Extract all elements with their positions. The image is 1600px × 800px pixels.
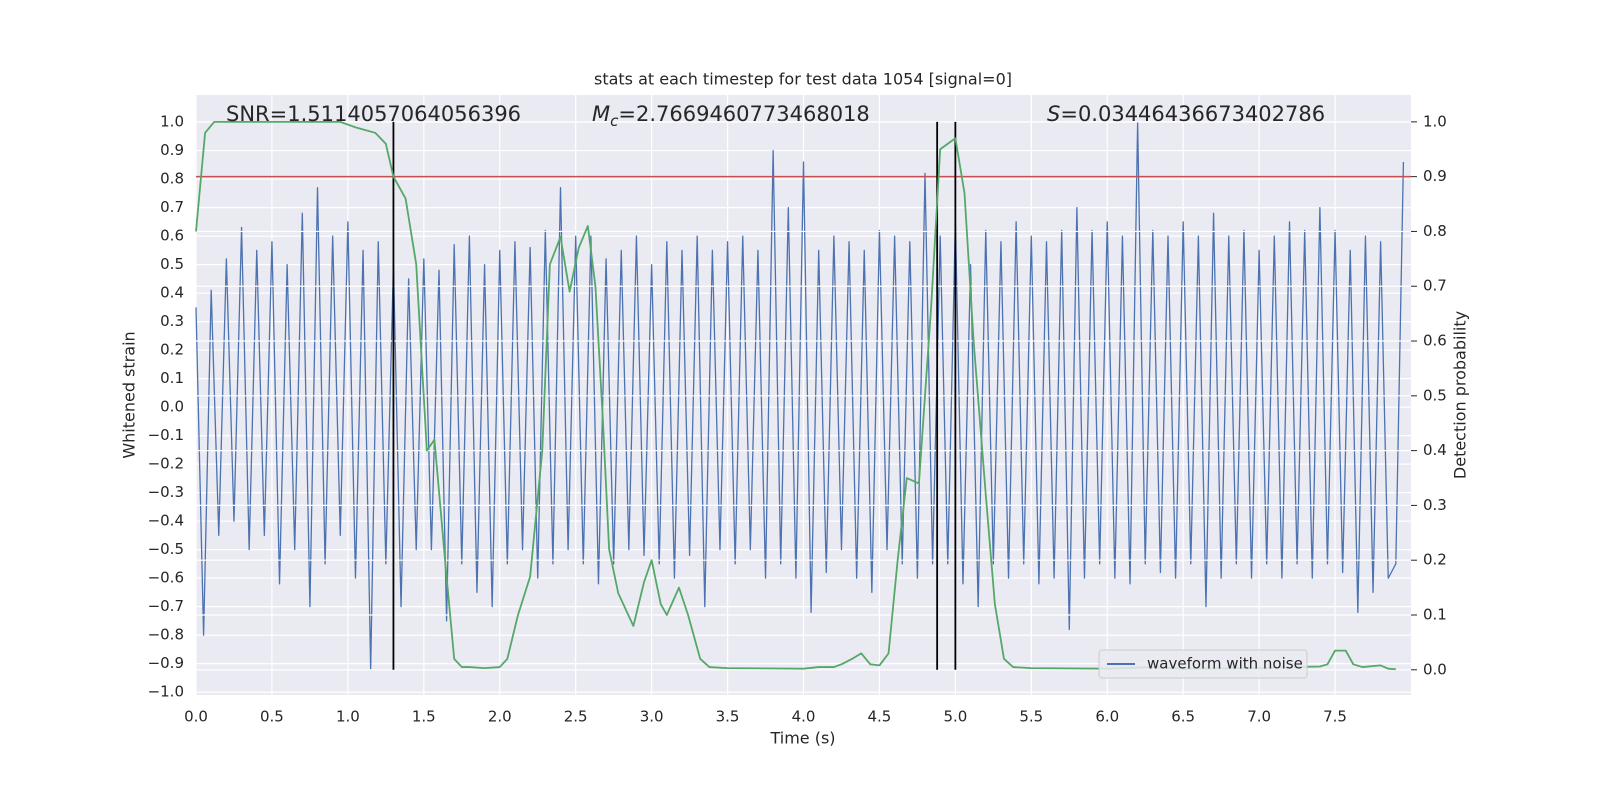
x-axis-label: Time (s) [769,729,835,748]
y2-tick-label: 0.1 [1423,606,1447,624]
x-tick-label: 6.0 [1095,708,1119,726]
annotation: S=0.03446436673402786 [1047,102,1325,126]
y-tick-label: 0.2 [160,341,184,359]
y-tick-label: 0.6 [160,227,184,245]
y2-tick-label: 1.0 [1423,112,1447,130]
y2-tick-label: 0.9 [1423,167,1447,185]
annotation: Mc=2.7669460773468018 [592,102,870,130]
annotation-symbol: S [1047,102,1060,126]
y2-tick-label: 0.5 [1423,386,1447,404]
x-tick-label: 4.5 [868,708,892,726]
y2-tick-label: 0.4 [1423,441,1447,459]
x-tick-label: 2.5 [564,708,588,726]
x-tick-label: 0.0 [184,708,208,726]
y-tick-label: 0.1 [160,369,184,387]
y-tick-label: 1.0 [160,113,184,131]
y2-tick-label: 0.7 [1423,277,1447,295]
annotation-symbol: M [592,102,610,126]
y-tick-label: −0.2 [148,455,184,473]
y-tick-label: 0.7 [160,198,184,216]
x-tick-label: 3.5 [716,708,740,726]
y-tick-label: 0.9 [160,141,184,159]
x-tick-label: 2.0 [488,708,512,726]
y-tick-label: −0.6 [148,569,184,587]
x-tick-label: 7.5 [1323,708,1347,726]
y-tick-label: 0.3 [160,312,184,330]
y2-tick-label: 0.0 [1423,660,1447,678]
y-tick-label: −1.0 [148,683,184,701]
y-tick-label: −0.7 [148,597,184,615]
annotation-text: SNR=1.5114057064056396 [226,102,521,126]
x-tick-label: 0.5 [260,708,284,726]
marks [195,121,1405,670]
y-tick-label: 0.4 [160,284,184,302]
y2-tick-label: 0.8 [1423,222,1447,240]
annotation-text: =0.03446436673402786 [1060,102,1325,126]
y-tick-label: 0.5 [160,255,184,273]
x-tick-label: 4.0 [792,708,816,726]
legend-label: waveform with noise [1147,655,1303,673]
x-tick-label: 6.5 [1171,708,1195,726]
annotation-text: =2.7669460773468018 [618,102,869,126]
legend-box [1098,649,1308,679]
x-tick-label: 5.5 [1019,708,1043,726]
y-tick-label: −0.3 [148,483,184,501]
x-tick-label: 3.0 [640,708,664,726]
y-axis-label: Whitened strain [120,331,139,458]
y2-tick-label: 0.6 [1423,332,1447,350]
x-tick-label: 1.5 [412,708,436,726]
series-line [195,121,1405,670]
annotation-subscript: c [610,112,619,130]
x-tick-label: 1.0 [336,708,360,726]
chart-title: stats at each timestep for test data 105… [594,70,1012,89]
y2-tick-label: 0.2 [1423,551,1447,569]
y-tick-label: −0.8 [148,626,184,644]
y-tick-label: −0.4 [148,512,184,530]
x-tick-label: 7.0 [1247,708,1271,726]
y2-axis-label: Detection probability [1451,311,1470,479]
y-tick-label: −0.5 [148,540,184,558]
y2-tick-label: 0.3 [1423,496,1447,514]
y-tick-label: −0.9 [148,654,184,672]
y-tick-label: 0.0 [160,398,184,416]
y-tick-label: 0.8 [160,170,184,188]
y-tick-label: −0.1 [148,426,184,444]
annotation: SNR=1.5114057064056396 [226,102,521,126]
x-tick-label: 5.0 [943,708,967,726]
